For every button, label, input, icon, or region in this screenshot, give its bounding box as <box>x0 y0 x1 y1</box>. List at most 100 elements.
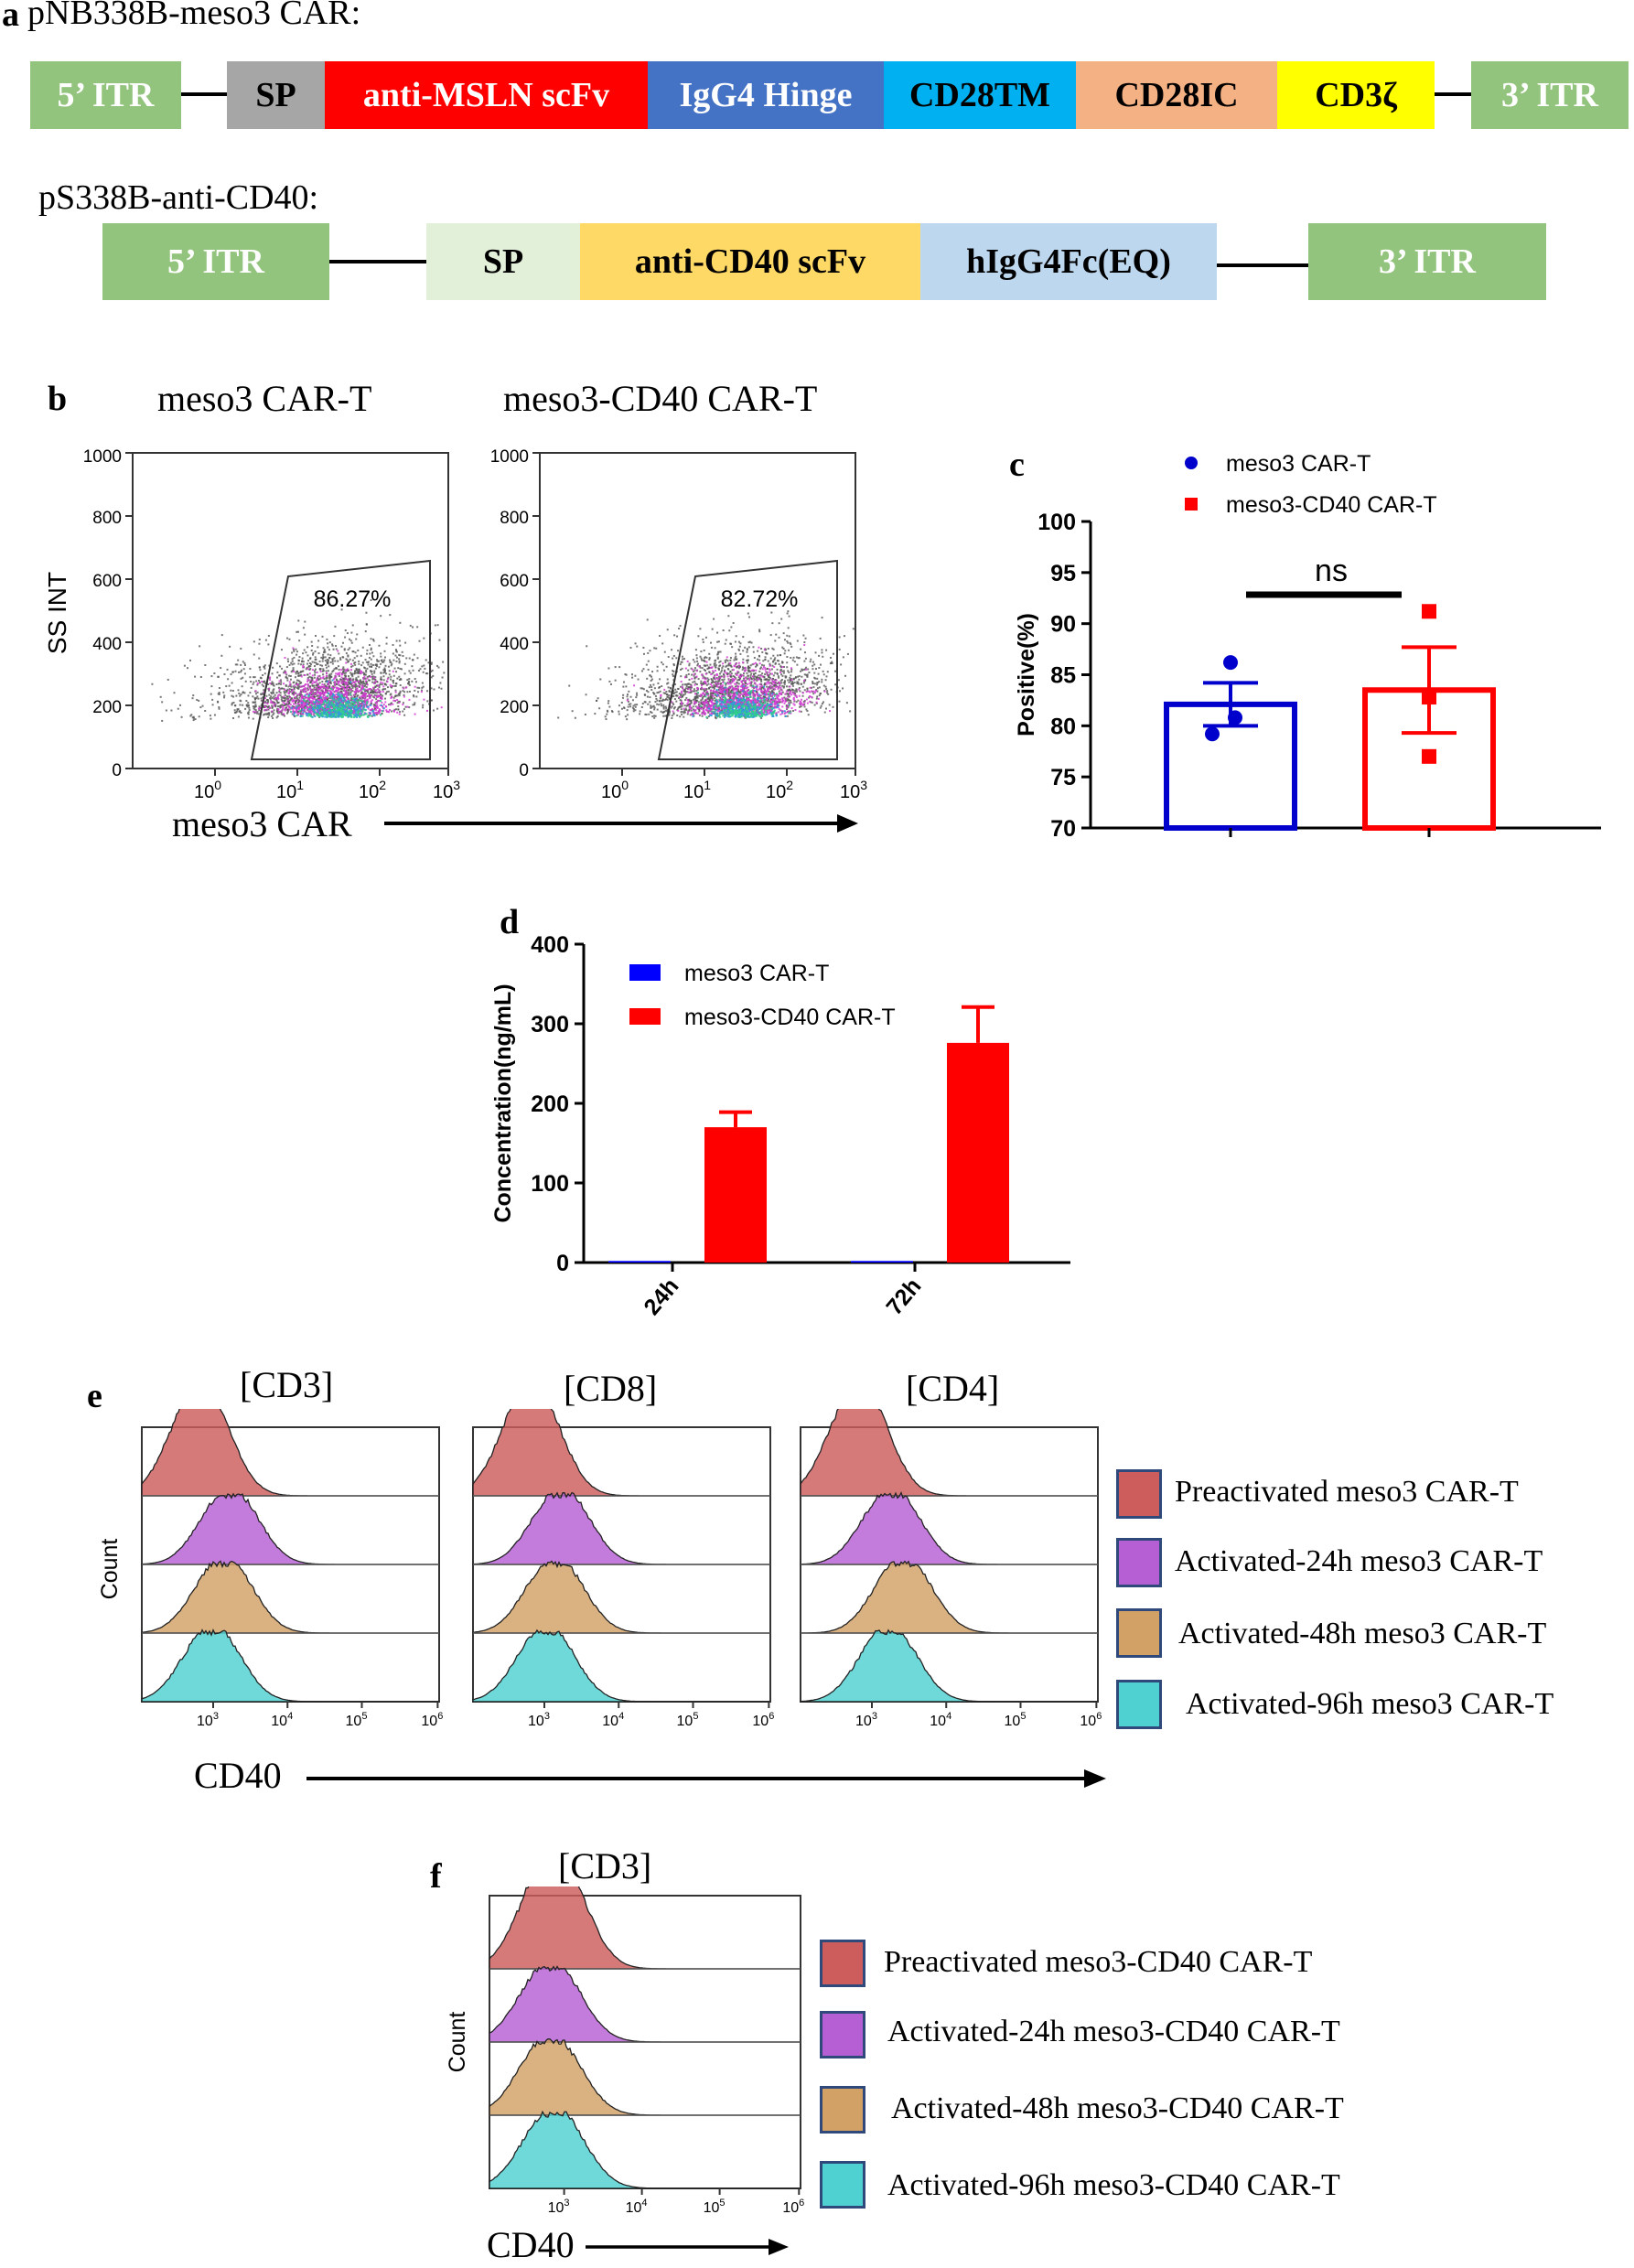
ytick-label: 400 <box>500 635 529 654</box>
gate-value: 82.72% <box>721 586 799 612</box>
construct1-name: pNB338B-meso3 CAR: <box>27 0 361 32</box>
legend-f-label-0: Preactivated meso3-CD40 CAR-T <box>884 1945 1313 1979</box>
bar <box>851 1261 913 1263</box>
gate <box>657 559 838 760</box>
histogram-panel: 103 104 105 106 <box>472 1409 774 1729</box>
hist-title-cd4: [CD4] <box>906 1368 1000 1409</box>
xtick-label: 100 <box>194 778 221 802</box>
ytick-label: 400 <box>531 932 569 958</box>
flow-title-meso3: meso3 CAR-T <box>157 378 372 419</box>
ytick-label: 80 <box>1050 714 1076 739</box>
segment-igg4-hinge: IgG4 Hinge <box>648 61 884 129</box>
xlabel-meso3-car: meso3 CAR <box>172 803 352 844</box>
segment-3-itr-2: 3’ ITR <box>1308 223 1546 300</box>
ylabel: Concentration(ng/mL) <box>490 984 516 1222</box>
ylabel: Positive(%) <box>1014 613 1039 736</box>
flow-events <box>557 610 855 721</box>
histograms-e: 103 104 105 106 103 104 105 106 103 104 105 106 Coun… <box>97 1409 1102 1729</box>
segment-3-itr: 3’ ITR <box>1471 61 1629 129</box>
ytick-label: 800 <box>92 509 122 528</box>
legend-marker <box>1185 498 1198 511</box>
legend-f-swatch-3 <box>820 2161 865 2209</box>
gate-value: 86.27% <box>314 586 392 612</box>
ylabel: Count <box>445 2012 470 2073</box>
bar <box>704 1127 767 1263</box>
chart-concentration: 0 100 200 300 400 Concentration(ng/mL) 24h 72h m… <box>490 932 1070 1320</box>
legend-label: meso3-CD40 CAR-T <box>1226 492 1437 518</box>
xtick-label: 101 <box>276 778 304 802</box>
xtick-label: 104 <box>271 1711 293 1729</box>
legend-label: meso3 CAR-T <box>684 961 829 986</box>
histogram-curve <box>141 1628 439 1703</box>
xtick-label: 103 <box>840 778 867 802</box>
panel-label-b: b <box>48 380 68 418</box>
legend-e-label-2: Activated-48h meso3 CAR-T <box>1178 1617 1547 1650</box>
bar <box>608 1261 671 1263</box>
xtick-label: 102 <box>766 778 793 802</box>
ytick-label: 600 <box>500 572 529 591</box>
legend-marker <box>629 1008 661 1025</box>
xtick-label: 103 <box>855 1711 877 1729</box>
hist-title-cd3: [CD3] <box>240 1364 334 1405</box>
flow-plot-meso3-cd40: 1000 800 600 400 200 0 100 101 102 103 82.72% <box>490 447 868 802</box>
flow-scatter-plots: 1000 800 600 400 200 0 100 101 102 103 86.27% 1000… <box>43 447 868 802</box>
hist-title-cd3-f: [CD3] <box>558 1845 652 1886</box>
xtick-label: 103 <box>528 1711 550 1729</box>
hist-title-cd8: [CD8] <box>564 1368 658 1409</box>
panel-label-f: f <box>430 1857 442 1896</box>
panel-label-a: a <box>2 0 19 34</box>
data-point <box>1422 690 1436 705</box>
construct-lines <box>181 92 1471 267</box>
ytick-label: 90 <box>1050 612 1076 638</box>
segment-cd28tm: CD28TM <box>884 61 1076 129</box>
xtick-label: 100 <box>601 778 629 802</box>
xtick-label: 103 <box>197 1711 219 1729</box>
xtick-label: 105 <box>677 1711 699 1729</box>
legend-e-label-1: Activated-24h meso3 CAR-T <box>1175 1544 1543 1578</box>
ytick-label: 0 <box>519 761 529 780</box>
legend-e-swatch-1 <box>1116 1538 1162 1587</box>
legend-f-swatch-2 <box>820 2086 865 2134</box>
xtick-label: 104 <box>602 1711 624 1729</box>
segment-anti-cd40-scfv: anti-CD40 scFv <box>580 223 920 300</box>
gate <box>250 559 431 760</box>
legend-marker <box>629 964 661 981</box>
xtick-label: 104 <box>626 2198 648 2216</box>
histogram-panel: 103 104 105 106 <box>800 1409 1102 1729</box>
ytick-label: 600 <box>92 572 122 591</box>
ylabel: Count <box>97 1539 123 1600</box>
ytick-label: 1000 <box>83 447 122 467</box>
ytick-label: 800 <box>500 509 529 528</box>
flow-plot-meso3: 1000 800 600 400 200 0 100 101 102 103 86.27% <box>83 447 461 802</box>
ytick-label: 95 <box>1050 561 1076 586</box>
xtick-label: 72h <box>881 1274 926 1320</box>
xaxis-arrow-b <box>384 814 858 833</box>
ytick-label: 200 <box>531 1091 569 1117</box>
legend-f-label-2: Activated-48h meso3-CD40 CAR-T <box>891 2091 1344 2125</box>
ytick-label: 100 <box>1037 510 1076 535</box>
panel-label-c: c <box>1009 446 1025 484</box>
ytick-label: 1000 <box>490 447 529 467</box>
legend-e-label-3: Activated-96h meso3 CAR-T <box>1186 1687 1554 1721</box>
ytick-label: 85 <box>1050 663 1076 689</box>
segment-cd28ic: CD28IC <box>1076 61 1277 129</box>
legend-label: meso3 CAR-T <box>1226 451 1371 477</box>
segment-cd3z: CD3ζ <box>1277 61 1435 129</box>
ytick-label: 0 <box>556 1251 569 1276</box>
xtick-label: 105 <box>704 2198 726 2216</box>
xtick-label: 105 <box>1005 1711 1027 1729</box>
segment-higg4fc-eq: hIgG4Fc(EQ) <box>920 223 1217 300</box>
data-point <box>1223 655 1238 671</box>
panel-label-d: d <box>500 903 520 941</box>
xaxis-arrow-e <box>306 1769 1106 1788</box>
bar <box>947 1042 1009 1263</box>
histogram-curve <box>800 1628 1098 1703</box>
histogram-panel: 103 104 105 106 <box>141 1409 443 1729</box>
ytick-label: 200 <box>92 698 122 717</box>
xtick-label: 106 <box>752 1711 774 1729</box>
xtick-label: 101 <box>683 778 711 802</box>
construct2-name: pS338B-anti-CD40: <box>38 178 319 217</box>
histograms-f: 103 104 105 106 Count <box>445 1886 804 2216</box>
xlabel-cd40-f: CD40 <box>487 2224 575 2265</box>
data-point <box>1422 604 1436 619</box>
